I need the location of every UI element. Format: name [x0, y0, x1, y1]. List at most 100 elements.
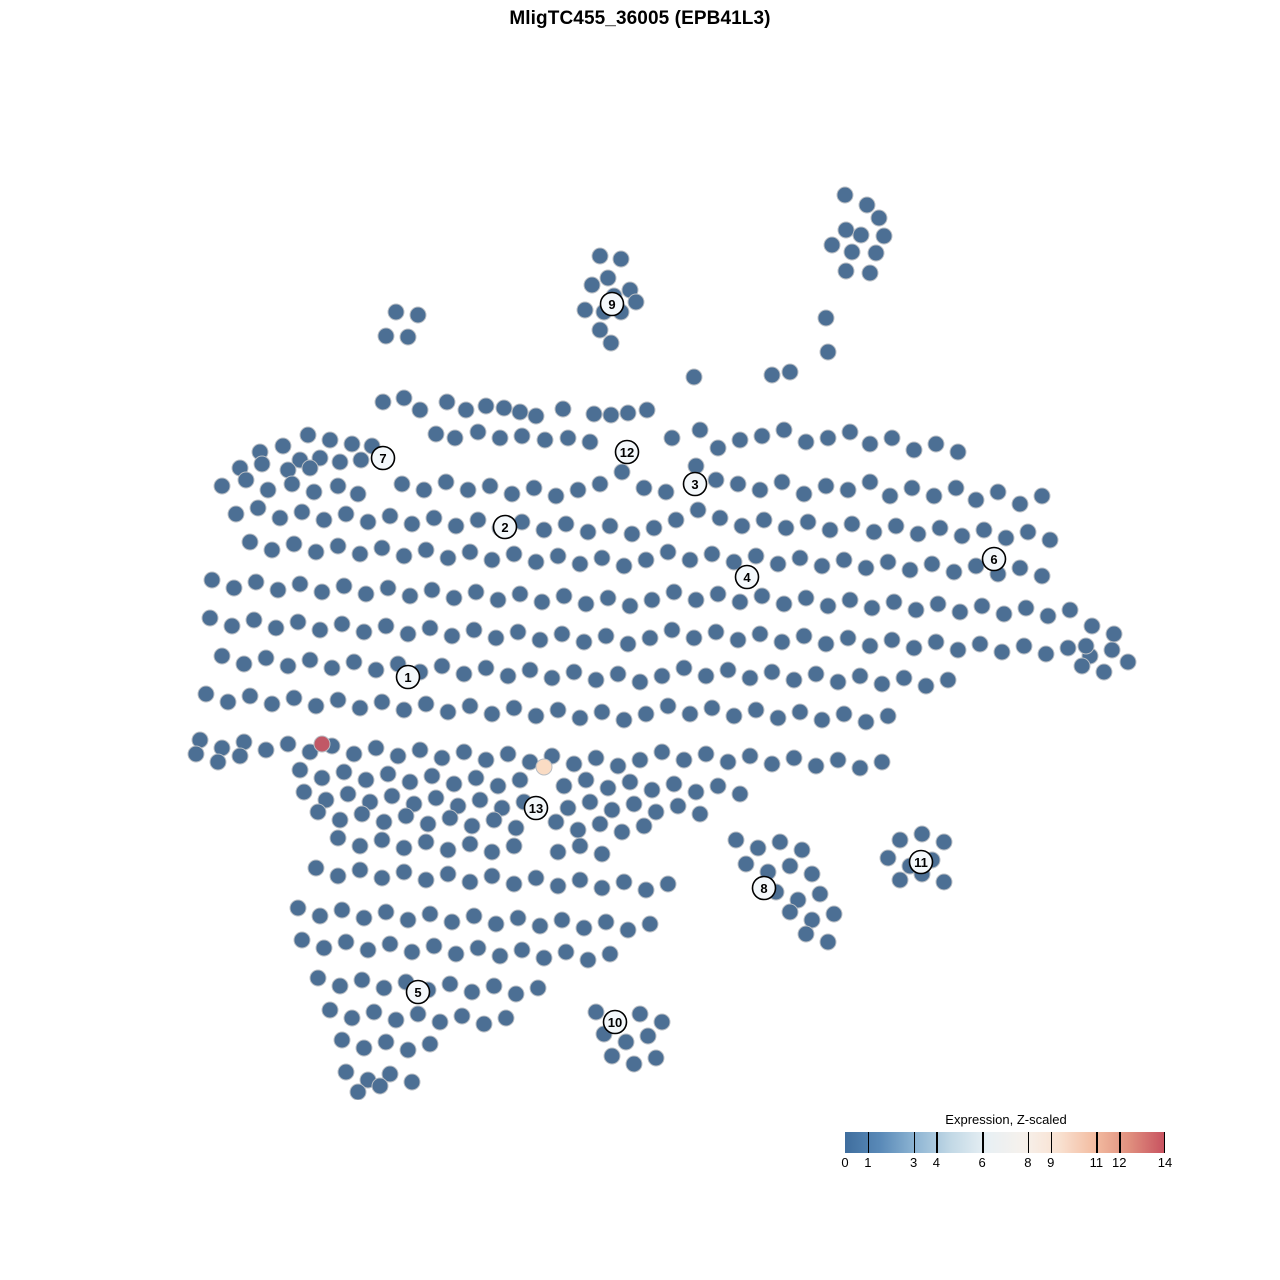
data-point[interactable] — [469, 511, 487, 529]
data-point[interactable] — [905, 441, 923, 459]
data-point[interactable] — [359, 941, 377, 959]
cluster-label-1[interactable]: 1 — [395, 664, 421, 690]
data-point[interactable] — [631, 673, 649, 691]
data-point[interactable] — [543, 669, 561, 687]
data-point[interactable] — [483, 867, 501, 885]
data-point[interactable] — [625, 1055, 643, 1073]
data-point[interactable] — [861, 435, 879, 453]
data-point[interactable] — [439, 841, 457, 859]
data-point[interactable] — [971, 635, 989, 653]
data-point[interactable] — [781, 903, 799, 921]
data-point[interactable] — [1015, 637, 1033, 655]
data-point[interactable] — [599, 269, 617, 287]
cluster-label-8[interactable]: 8 — [751, 875, 777, 901]
data-point[interactable] — [331, 453, 349, 471]
data-point[interactable] — [653, 743, 671, 761]
data-point[interactable] — [791, 549, 809, 567]
data-point[interactable] — [499, 667, 517, 685]
data-point[interactable] — [703, 545, 721, 563]
data-point[interactable] — [763, 663, 781, 681]
data-point[interactable] — [249, 499, 267, 517]
data-point[interactable] — [237, 471, 255, 489]
data-point[interactable] — [591, 475, 609, 493]
data-point[interactable] — [535, 949, 553, 967]
data-point[interactable] — [857, 559, 875, 577]
data-point[interactable] — [813, 557, 831, 575]
data-point[interactable] — [505, 875, 523, 893]
data-point[interactable] — [609, 665, 627, 683]
data-point[interactable] — [331, 811, 349, 829]
data-point[interactable] — [507, 985, 525, 1003]
data-point[interactable] — [579, 951, 597, 969]
data-point[interactable] — [409, 1005, 427, 1023]
data-point[interactable] — [835, 705, 853, 723]
data-point[interactable] — [339, 785, 357, 803]
data-point[interactable] — [631, 751, 649, 769]
data-point[interactable] — [257, 741, 275, 759]
data-point[interactable] — [489, 777, 507, 795]
data-point[interactable] — [901, 561, 919, 579]
cluster-label-10[interactable]: 10 — [602, 1009, 628, 1035]
data-point[interactable] — [403, 943, 421, 961]
data-point[interactable] — [381, 507, 399, 525]
data-point[interactable] — [949, 641, 967, 659]
data-point[interactable] — [227, 505, 245, 523]
data-point[interactable] — [487, 915, 505, 933]
data-point[interactable] — [599, 589, 617, 607]
data-point[interactable] — [967, 491, 985, 509]
data-point[interactable] — [1105, 625, 1123, 643]
data-point[interactable] — [438, 393, 456, 411]
data-point[interactable] — [581, 433, 599, 451]
data-point[interactable] — [637, 705, 655, 723]
data-point[interactable] — [245, 611, 263, 629]
data-point[interactable] — [399, 1041, 417, 1059]
data-point[interactable] — [873, 675, 891, 693]
data-point[interactable] — [355, 909, 373, 927]
data-point[interactable] — [461, 543, 479, 561]
data-point[interactable] — [663, 429, 681, 447]
data-point[interactable] — [619, 404, 637, 422]
data-point[interactable] — [415, 481, 433, 499]
data-point[interactable] — [907, 601, 925, 619]
data-point[interactable] — [885, 593, 903, 611]
data-point[interactable] — [461, 873, 479, 891]
data-point[interactable] — [709, 585, 727, 603]
data-point[interactable] — [401, 773, 419, 791]
data-point[interactable] — [446, 429, 464, 447]
data-point[interactable] — [289, 899, 307, 917]
data-point[interactable] — [883, 631, 901, 649]
data-point[interactable] — [727, 831, 745, 849]
cluster-label-3[interactable]: 3 — [682, 471, 708, 497]
data-point[interactable] — [443, 913, 461, 931]
data-point[interactable] — [279, 735, 297, 753]
data-point[interactable] — [993, 643, 1011, 661]
data-point[interactable] — [819, 597, 837, 615]
data-point[interactable] — [602, 334, 620, 352]
data-point[interactable] — [259, 481, 277, 499]
data-point[interactable] — [557, 515, 575, 533]
data-point[interactable] — [575, 919, 593, 937]
data-point[interactable] — [643, 591, 661, 609]
data-point[interactable] — [311, 907, 329, 925]
data-point[interactable] — [777, 519, 795, 537]
data-point[interactable] — [725, 707, 743, 725]
data-point[interactable] — [837, 262, 855, 280]
data-point[interactable] — [839, 629, 857, 647]
data-point[interactable] — [675, 751, 693, 769]
data-point[interactable] — [427, 425, 445, 443]
data-point[interactable] — [351, 861, 369, 879]
data-point[interactable] — [377, 903, 395, 921]
data-point[interactable] — [345, 653, 363, 671]
data-point[interactable] — [311, 621, 329, 639]
data-point[interactable] — [773, 633, 791, 651]
data-point[interactable] — [731, 431, 749, 449]
data-point[interactable] — [527, 869, 545, 887]
data-point[interactable] — [465, 907, 483, 925]
data-point[interactable] — [269, 581, 287, 599]
data-point[interactable] — [747, 547, 765, 565]
data-point[interactable] — [797, 925, 815, 943]
data-point[interactable] — [665, 775, 683, 793]
data-point[interactable] — [505, 837, 523, 855]
data-point[interactable] — [749, 839, 767, 857]
data-point[interactable] — [927, 633, 945, 651]
